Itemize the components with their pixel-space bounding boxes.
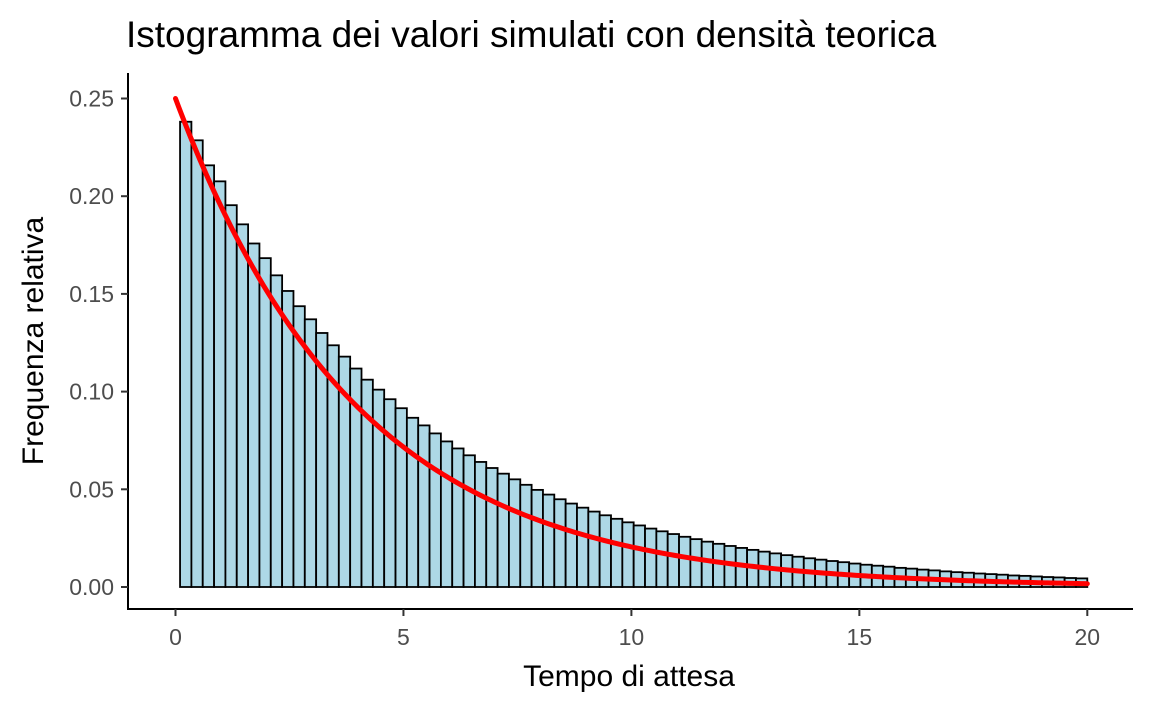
histogram-bar (201, 164, 215, 588)
histogram-bar (224, 204, 238, 588)
histogram-bar (655, 530, 669, 588)
histogram-bar (485, 467, 499, 588)
histogram-bar (439, 440, 454, 588)
histogram-bar (394, 407, 408, 588)
histogram-bar (428, 432, 442, 588)
histogram-bar (371, 388, 386, 588)
histogram-bar (213, 180, 227, 588)
y-tick-label: 0.20 (69, 183, 114, 209)
histogram-bar (678, 535, 692, 588)
histogram-bar (417, 424, 431, 588)
histogram-bar (666, 533, 680, 588)
histogram-bar (281, 290, 295, 588)
histogram-bar (530, 488, 544, 588)
x-tick-label: 20 (1075, 624, 1101, 650)
histogram-bar (190, 139, 204, 588)
histogram-bar (451, 447, 465, 588)
histogram-bar (462, 454, 476, 588)
histogram-bar (179, 120, 193, 588)
histogram-bar (269, 274, 284, 588)
y-tick-label: 0.05 (69, 476, 114, 502)
histogram-bar (247, 242, 261, 588)
y-tick-label: 0.15 (69, 281, 114, 307)
x-tick-label: 10 (619, 624, 645, 650)
histogram-bar (644, 527, 658, 588)
chart-title: Istogramma dei valori simulati con densi… (126, 14, 937, 55)
histogram-bar (689, 538, 703, 588)
histogram-bar (519, 483, 533, 588)
histogram-bar (610, 517, 624, 588)
y-axis-label: Frequenza relativa (17, 216, 50, 465)
histogram-bar (587, 510, 601, 588)
histogram-bar (542, 493, 556, 588)
histogram-bar (258, 257, 272, 588)
histogram-bars (179, 120, 1089, 588)
histogram-bar (405, 416, 420, 588)
histogram-bar (712, 542, 726, 588)
x-tick-label: 0 (169, 624, 182, 650)
x-axis-ticks: 0 5 10 15 20 (169, 609, 1100, 650)
histogram-bar (553, 498, 567, 588)
density-curve (173, 96, 1090, 587)
histogram-bar (235, 223, 250, 588)
x-tick-label: 15 (847, 624, 873, 650)
histogram-bar (700, 540, 714, 588)
x-tick-label: 5 (397, 624, 410, 650)
histogram-bar (564, 502, 578, 588)
y-tick-label: 0.25 (69, 86, 114, 112)
histogram-bar (576, 506, 590, 588)
histogram-bar (508, 478, 522, 588)
histogram-bar (496, 472, 510, 588)
histogram-bar (621, 521, 635, 588)
x-axis-label: Tempo di attesa (523, 660, 735, 693)
y-axis-ticks: 0.00 0.05 0.10 0.15 0.20 0.25 (69, 86, 128, 600)
histogram-bar (632, 524, 646, 588)
y-tick-label: 0.10 (69, 379, 114, 405)
y-tick-label: 0.00 (69, 574, 114, 600)
histogram-bar (598, 514, 612, 588)
histogram-bar (474, 461, 488, 588)
histogram-bar (383, 398, 397, 588)
